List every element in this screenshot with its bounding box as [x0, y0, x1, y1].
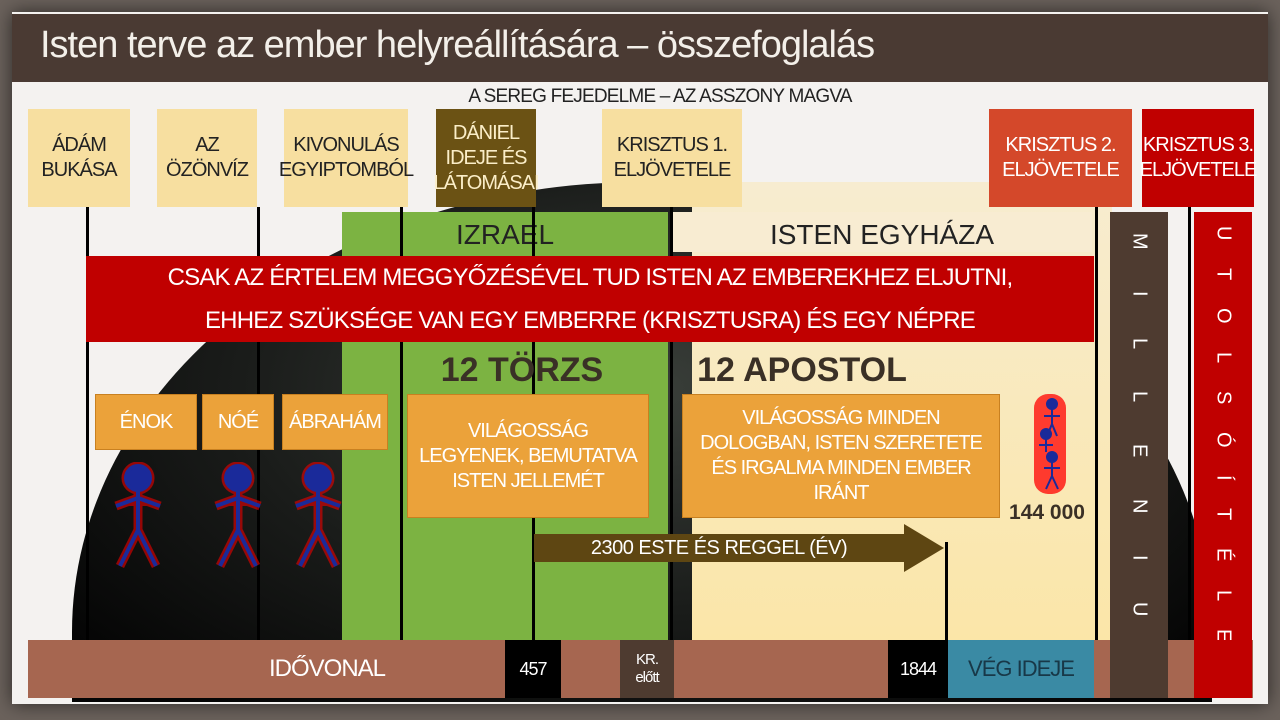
subtitle: A SEREG FEJEDELME – AZ ASSZONY MAGVA — [468, 86, 852, 107]
before-christ-marker: KR. előtt — [620, 640, 674, 698]
main-banner: CSAK AZ ÉRTELEM MEGGYŐZÉSÉVEL TUD ISTEN … — [86, 256, 1094, 342]
last-judgment-letter: T — [1212, 508, 1235, 521]
timeline-label: IDŐVONAL — [268, 655, 386, 682]
timeline-marker — [670, 207, 673, 697]
bc-line-1: KR. — [635, 651, 659, 668]
count-144000: 144 000 — [1009, 501, 1085, 524]
prophecy-arrow-label: 2300 ESTE ÉS REGGEL (ÉV) — [590, 537, 848, 559]
prophecy-arrow-icon — [534, 524, 944, 572]
last-judgment-letter: T — [1212, 268, 1235, 281]
millennium-letter: U — [1128, 602, 1151, 617]
slide-title: Isten terve az ember helyreállítására – … — [12, 14, 1268, 82]
banner-line-1: CSAK AZ ÉRTELEM MEGGYŐZÉSÉVEL TUD ISTEN … — [167, 264, 1014, 291]
last-judgment-letter: Í — [1212, 475, 1235, 481]
last-judgment-letter: E — [1212, 628, 1235, 642]
person-abraham: ÁBRAHÁM — [282, 394, 388, 450]
last-judgment-letter: L — [1212, 589, 1235, 601]
person-enoch: ÉNOK — [95, 394, 197, 450]
timeline-marker — [1095, 207, 1098, 697]
last-judgment-letter: L — [1212, 351, 1235, 363]
millennium-letter: I — [1128, 555, 1151, 561]
banner-line-2: EHHEZ SZÜKSÉGE VAN EGY EMBERRE (KRISZTUS… — [204, 307, 976, 334]
millennium-bar: MILLENIUM — [1110, 212, 1168, 696]
last-judgment-letter: O — [1212, 308, 1235, 324]
millennium-letter: I — [1128, 291, 1151, 297]
person-noah: NÓÉ — [202, 394, 274, 450]
event-flood: AZ ÖZÖNVÍZ — [157, 109, 257, 207]
person-figure-icon — [214, 462, 262, 569]
timeline-marker — [257, 207, 260, 697]
church-mission: VILÁGOSSÁG MINDEN DOLOGBAN, ISTEN SZERET… — [682, 394, 1000, 518]
end-time-label: VÉG IDEJE — [948, 640, 1094, 698]
person-figure-icon — [294, 462, 342, 569]
person-figure-icon — [114, 462, 162, 569]
israel-mission: VILÁGOSSÁG LEGYENEK, BEMUTATVA ISTEN JEL… — [407, 394, 649, 518]
event-adam-fall: ÁDÁM BUKÁSA — [28, 109, 130, 207]
event-exodus: KIVONULÁS EGYIPTOMBÓL — [279, 109, 414, 207]
bc-line-2: előtt — [635, 669, 659, 686]
event-christ-third-coming: KRISZTUS 3. ELJÖVETELE — [1140, 109, 1257, 207]
event-christ-first-coming: KRISZTUS 1. ELJÖVETELE — [602, 109, 742, 207]
last-judgment-letter: É — [1212, 548, 1235, 562]
tribes-label: 12 TÖRZS — [440, 351, 604, 389]
last-judgment-letter: Ó — [1212, 431, 1235, 448]
apostles-label: 12 APOSTOL — [697, 351, 907, 389]
event-daniel: DÁNIEL IDEJE ÉS LÁTOMÁSAI — [433, 109, 540, 207]
last-judgment-bar: UTOLSÓÍTÉLET — [1194, 212, 1252, 696]
last-judgment-letter: S — [1212, 390, 1235, 404]
year-457: 457 — [505, 640, 561, 698]
millennium-letter: L — [1128, 391, 1151, 403]
event-christ-second-coming: KRISZTUS 2. ELJÖVETELE — [989, 109, 1132, 207]
timeline-marker — [945, 542, 948, 697]
last-judgment-letter: U — [1212, 225, 1235, 241]
israel-label: IZRAEL — [455, 219, 555, 250]
slide: Isten terve az ember helyreállítására – … — [12, 12, 1268, 704]
church-label: ISTEN EGYHÁZA — [769, 219, 995, 250]
millennium-letter: E — [1128, 443, 1151, 458]
timeline-marker — [1188, 207, 1191, 697]
millennium-letter: L — [1128, 338, 1151, 350]
group-figures-icon — [1034, 394, 1066, 494]
timeline-marker — [400, 207, 403, 697]
millennium-letter: M — [1128, 232, 1151, 250]
timeline-marker — [86, 207, 89, 697]
millennium-letter: N — [1128, 498, 1151, 514]
year-1844: 1844 — [888, 640, 948, 698]
